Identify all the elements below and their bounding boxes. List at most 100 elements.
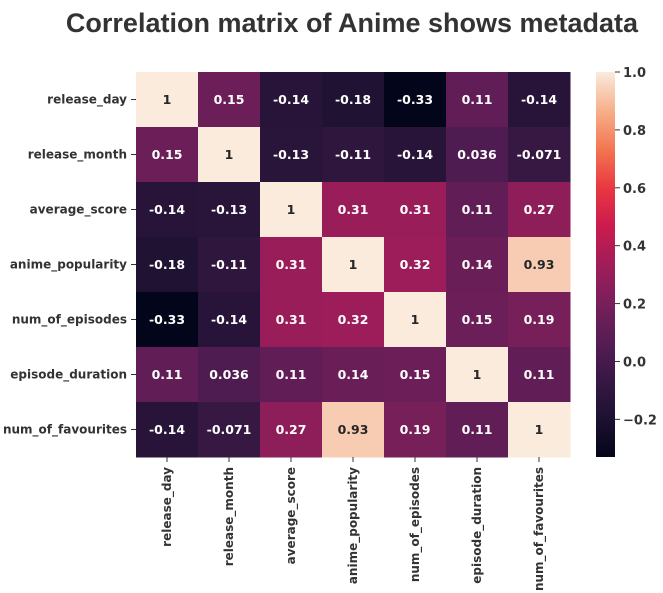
cell-value-label: 0.93	[338, 422, 369, 437]
cell-value-label: -0.11	[211, 257, 247, 272]
heatmap-cell	[508, 182, 571, 238]
heatmap-cell	[446, 182, 509, 238]
cell-value-label: 0.27	[276, 422, 307, 437]
colorbar-tick-label: 0.6	[623, 182, 646, 197]
cell-value-label: 0.15	[152, 147, 183, 162]
cell-value-label: 0.036	[457, 147, 497, 162]
heatmap-cell	[446, 237, 509, 293]
cell-value-label: 1	[411, 312, 420, 327]
heatmap-cell	[446, 347, 509, 403]
cell-value-label: -0.14	[521, 92, 557, 107]
column-labels: release_day release_month average_score ani…	[160, 457, 547, 591]
cell-value-label: -0.14	[397, 147, 433, 162]
heatmap-cell	[198, 72, 261, 128]
cell-value-label: 0.19	[524, 312, 555, 327]
column-label: average_score	[284, 467, 299, 564]
heatmap-cell	[384, 237, 447, 293]
heatmap-cell	[136, 347, 199, 403]
cell-value-label: -0.14	[273, 92, 309, 107]
cell-value-label: -0.071	[517, 147, 562, 162]
heatmap-cell	[260, 402, 323, 458]
heatmap-cell	[260, 127, 323, 183]
heatmap-cell	[384, 127, 447, 183]
heatmap-cell	[260, 237, 323, 293]
heatmap-cell	[384, 402, 447, 458]
cell-value-label: -0.13	[273, 147, 309, 162]
column-label: num_of_episodes	[408, 467, 423, 582]
cell-value-label: 1	[535, 422, 544, 437]
cell-value-label: 0.31	[276, 257, 307, 272]
cell-value-label: 1	[349, 257, 358, 272]
cell-value-label: 0.15	[462, 312, 493, 327]
cell-value-label: 1	[163, 92, 172, 107]
heatmap-cell	[446, 72, 509, 128]
cell-value-label: -0.071	[207, 422, 252, 437]
row-label: average_score	[30, 203, 127, 218]
cell-value-label: 0.93	[524, 257, 555, 272]
column-label: release_month	[222, 467, 237, 566]
heatmap-cell	[260, 182, 323, 238]
heatmap-cell	[508, 127, 571, 183]
heatmap-cell	[136, 402, 199, 458]
heatmap-cell	[322, 347, 385, 403]
colorbar-tick-label: 0.4	[623, 240, 646, 255]
cell-value-label: 0.27	[524, 202, 555, 217]
cell-value-label: 0.31	[276, 312, 307, 327]
heatmap-cell	[322, 182, 385, 238]
column-label: episode_duration	[470, 467, 485, 584]
cell-value-label: -0.18	[335, 92, 371, 107]
row-label: episode_duration	[10, 368, 127, 383]
cell-value-label: 0.32	[400, 257, 431, 272]
heatmap-cell	[384, 72, 447, 128]
cell-value-label: -0.14	[149, 422, 185, 437]
heatmap-cell	[136, 72, 199, 128]
heatmap-cells: 1 0.15 -0.14 -0.18 -0.33 0.11 -0.14 0.15 1 -0.13 -…	[136, 72, 571, 458]
heatmap-cell	[260, 72, 323, 128]
heatmap-cell	[198, 347, 261, 403]
row-label: num_of_favourites	[3, 423, 127, 438]
heatmap-cell	[198, 402, 261, 458]
cell-value-label: 0.11	[152, 367, 183, 382]
cell-value-label: -0.14	[149, 202, 185, 217]
cell-value-label: 0.036	[209, 367, 249, 382]
heatmap-cell	[508, 402, 571, 458]
colorbar-tick-label: 0.8	[623, 124, 646, 139]
chart-title: Correlation matrix of Anime shows metada…	[66, 8, 639, 38]
colorbar: −0.2 0.0 0.2 0.4 0.6 0.8 1.0	[596, 66, 657, 457]
cell-value-label: 0.14	[338, 367, 369, 382]
cell-value-label: 0.11	[462, 422, 493, 437]
heatmap-cell	[198, 237, 261, 293]
cell-value-label: 0.11	[462, 202, 493, 217]
heatmap-cell	[260, 347, 323, 403]
heatmap-cell	[384, 182, 447, 238]
cell-value-label: -0.33	[149, 312, 185, 327]
cell-value-label: 0.19	[400, 422, 431, 437]
heatmap-cell	[136, 292, 199, 348]
cell-value-label: 0.14	[462, 257, 493, 272]
heatmap-cell	[322, 127, 385, 183]
row-labels: release_day release_month average_scoreani…	[3, 93, 136, 438]
column-label: num_of_favourites	[532, 467, 547, 591]
heatmap-cell	[384, 292, 447, 348]
row-label: anime_popularity	[10, 258, 127, 273]
heatmap-cell	[322, 237, 385, 293]
heatmap-cell	[446, 292, 509, 348]
cell-value-label: -0.11	[335, 147, 371, 162]
cell-value-label: -0.18	[149, 257, 185, 272]
cell-value-label: 1	[225, 147, 234, 162]
cell-value-label: 1	[287, 202, 296, 217]
cell-value-label: 0.15	[214, 92, 245, 107]
heatmap-cell	[446, 127, 509, 183]
colorbar-tick-label: 0.2	[623, 298, 646, 313]
cell-value-label: 0.11	[462, 92, 493, 107]
cell-value-label: 0.31	[400, 202, 431, 217]
heatmap-cell	[198, 292, 261, 348]
cell-value-label: -0.14	[211, 312, 247, 327]
heatmap-cell	[136, 127, 199, 183]
heatmap-cell	[322, 292, 385, 348]
cell-value-label: 0.11	[276, 367, 307, 382]
colorbar-gradient	[596, 72, 615, 457]
colorbar-tick-label: −0.2	[623, 413, 657, 428]
row-label: release_day	[47, 93, 127, 108]
